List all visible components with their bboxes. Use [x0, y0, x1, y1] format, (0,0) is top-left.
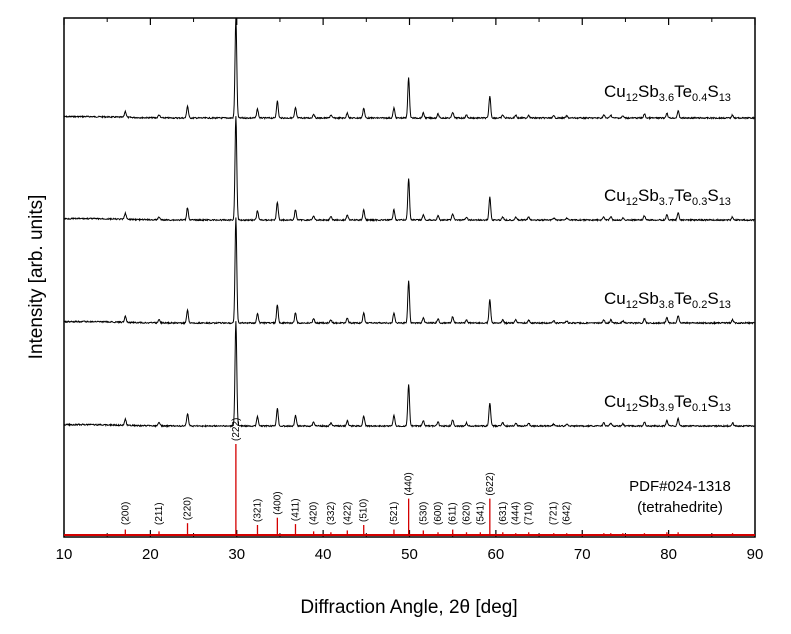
- formula-element: Cu: [604, 82, 626, 101]
- formula-element: Cu: [604, 289, 626, 308]
- x-tick-label: 60: [488, 546, 505, 563]
- formula-subscript: 13: [719, 196, 731, 208]
- reflection-hkl-label: (510): [359, 499, 370, 522]
- reflection-hkl-label: (521): [389, 502, 400, 525]
- x-tick-label: 40: [315, 546, 332, 563]
- reflection-hkl-label: (400): [272, 491, 283, 514]
- series-composition-label: Cu12Sb3.7Te0.3S13: [604, 186, 731, 208]
- x-tick-label: 10: [56, 546, 73, 563]
- formula-subscript: 3.8: [659, 299, 674, 311]
- reflection-hkl-label: (631): [498, 502, 509, 525]
- formula-subscript: 3.6: [659, 92, 674, 104]
- reflection-hkl-label: (530): [418, 502, 429, 525]
- reflection-hkl-label: (211): [154, 502, 165, 525]
- formula-element: Sb: [638, 186, 659, 205]
- reflection-hkl-label: (222): [231, 418, 242, 441]
- formula-element: Cu: [604, 392, 626, 411]
- formula-element: Te: [674, 186, 692, 205]
- reflection-hkl-label: (200): [120, 502, 131, 525]
- x-axis: 10 20 30 40 50 60 70 80 90: [56, 18, 764, 563]
- formula-element: Sb: [638, 289, 659, 308]
- formula-element: S: [707, 289, 718, 308]
- formula-subscript: 3.7: [659, 196, 674, 208]
- formula-subscript: 0.2: [692, 299, 707, 311]
- formula-subscript: 12: [626, 299, 638, 311]
- formula-subscript: 0.1: [692, 402, 707, 414]
- reflection-hkl-label: (321): [252, 499, 263, 522]
- xrd-pattern-trace: [63, 217, 756, 326]
- formula-subscript: 13: [719, 92, 731, 104]
- reflection-hkl-label: (220): [183, 497, 194, 520]
- reflection-hkl-label: (440): [404, 472, 415, 495]
- formula-element: Te: [674, 392, 692, 411]
- reflection-hkl-label: (721): [549, 502, 560, 525]
- xrd-pattern-trace: [63, 17, 756, 121]
- formula-subscript: 12: [626, 196, 638, 208]
- reference-pattern: PDF#024-1318 (tetrahedrite) (200) (211) (2…: [64, 418, 755, 536]
- xrd-pattern-trace: [63, 116, 756, 223]
- plot-area: [63, 17, 756, 429]
- xrd-pattern-trace: [63, 321, 756, 429]
- reflection-hkl-label: (622): [485, 472, 496, 495]
- formula-element: Te: [674, 289, 692, 308]
- formula-subscript: 13: [719, 402, 731, 414]
- formula-element: S: [707, 392, 718, 411]
- x-axis-title: Diffraction Angle, 2θ [deg]: [300, 597, 517, 618]
- reflection-hkl-label: (411): [290, 498, 301, 521]
- formula-element: Cu: [604, 186, 626, 205]
- formula-element: S: [707, 186, 718, 205]
- reference-label-line1: PDF#024-1318: [629, 478, 731, 495]
- x-tick-label: 20: [142, 546, 159, 563]
- x-tick-label: 30: [228, 546, 245, 563]
- formula-subscript: 3.9: [659, 402, 674, 414]
- formula-subscript: 12: [626, 402, 638, 414]
- reflection-hkl-label: (600): [433, 502, 444, 525]
- reflection-hkl-label: (620): [462, 502, 473, 525]
- x-tick-label: 50: [401, 546, 418, 563]
- series-labels: Cu12Sb3.6Te0.4S13Cu12Sb3.7Te0.3S13Cu12Sb…: [604, 82, 731, 414]
- formula-subscript: 12: [626, 92, 638, 104]
- series-composition-label: Cu12Sb3.8Te0.2S13: [604, 289, 731, 311]
- reference-label-line2: (tetrahedrite): [637, 499, 723, 516]
- x-tick-label: 70: [574, 546, 591, 563]
- reflection-hkl-label: (420): [309, 502, 320, 525]
- formula-subscript: 0.4: [692, 92, 707, 104]
- formula-subscript: 13: [719, 299, 731, 311]
- formula-element: Sb: [638, 82, 659, 101]
- reflection-hkl-label: (444): [511, 502, 522, 525]
- y-axis-title: Intensity [arb. units]: [26, 195, 47, 360]
- reflection-hkl-label: (611): [448, 502, 459, 525]
- formula-element: Sb: [638, 392, 659, 411]
- formula-element: Te: [674, 82, 692, 101]
- reflection-hkl-label: (710): [524, 502, 535, 525]
- reflection-hkl-label: (642): [562, 502, 573, 525]
- reflection-hkl-label: (332): [326, 502, 337, 525]
- formula-subscript: 0.3: [692, 196, 707, 208]
- x-tick-label: 80: [660, 546, 677, 563]
- reflection-hkl-label: (422): [342, 502, 353, 525]
- series-composition-label: Cu12Sb3.6Te0.4S13: [604, 82, 731, 104]
- x-tick-label: 90: [747, 546, 764, 563]
- reflection-hkl-label: (541): [475, 502, 486, 525]
- series-composition-label: Cu12Sb3.9Te0.1S13: [604, 392, 731, 414]
- formula-element: S: [707, 82, 718, 101]
